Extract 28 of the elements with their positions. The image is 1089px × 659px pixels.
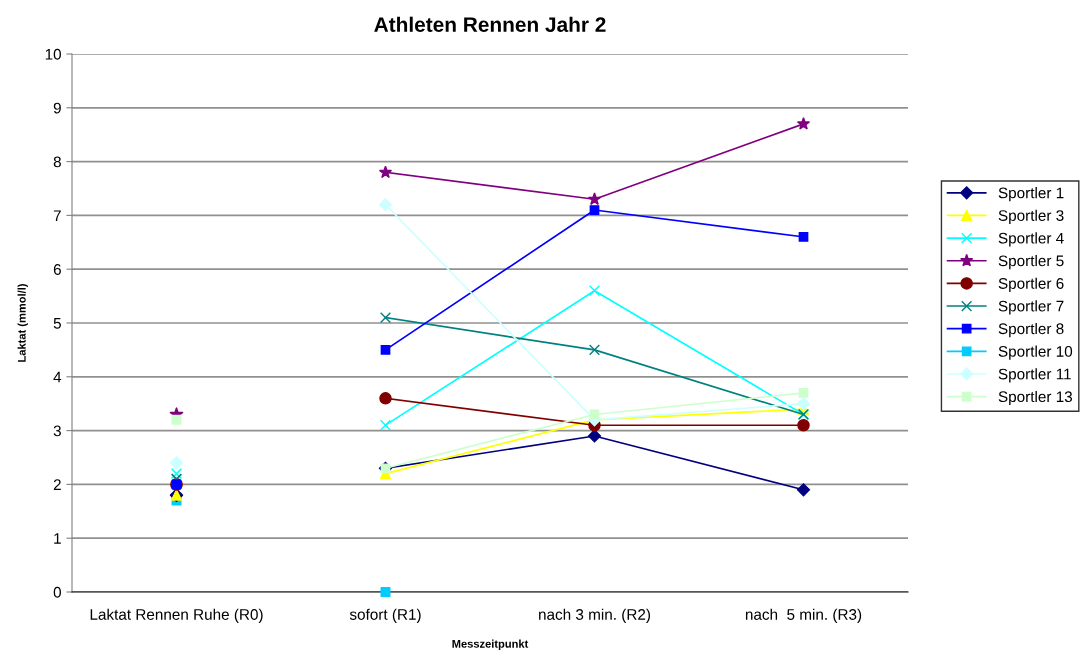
legend-label: Sportler 6 [998, 277, 1064, 292]
legend-label: Sportler 13 [998, 390, 1073, 406]
y-tick-label: 8 [53, 156, 61, 168]
legend-label: Sportler 5 [998, 255, 1064, 270]
y-tick-label: 10 [45, 48, 61, 60]
legend-label: Sportler 1 [998, 187, 1064, 202]
x-tick-label: nach 5 min. (R3) [745, 608, 862, 623]
chart-title: Athleten Rennen Jahr 2 [374, 16, 606, 32]
x-tick-label: nach 3 min. (R2) [539, 608, 651, 623]
legend-label: Sportler 7 [998, 300, 1064, 315]
y-tick-label: 0 [53, 586, 61, 598]
y-tick-label: 3 [53, 425, 61, 437]
x-axis-title: Messzeitpunkt [452, 639, 529, 650]
y-tick-label: 1 [54, 533, 61, 544]
y-tick-label: 2 [53, 479, 61, 490]
x-tick-label: Laktat Rennen Ruhe (R0) [90, 608, 263, 623]
legend-label: Sportler 8 [998, 322, 1064, 338]
y-axis-title: Laktat (mmol/l) [17, 284, 28, 362]
legend-label: Sportler 3 [998, 209, 1064, 224]
y-tick-label: 7 [53, 210, 61, 221]
legend-label: Sportler 10 [998, 345, 1073, 360]
legend-label: Sportler 11 [998, 368, 1071, 383]
y-tick-label: 5 [53, 318, 61, 329]
y-tick-label: 9 [53, 102, 61, 114]
y-tick-label: 6 [53, 264, 61, 275]
y-tick-label: 4 [53, 371, 62, 383]
legend-label: Sportler 4 [998, 232, 1064, 247]
x-tick-label: sofort (R1) [349, 608, 421, 623]
